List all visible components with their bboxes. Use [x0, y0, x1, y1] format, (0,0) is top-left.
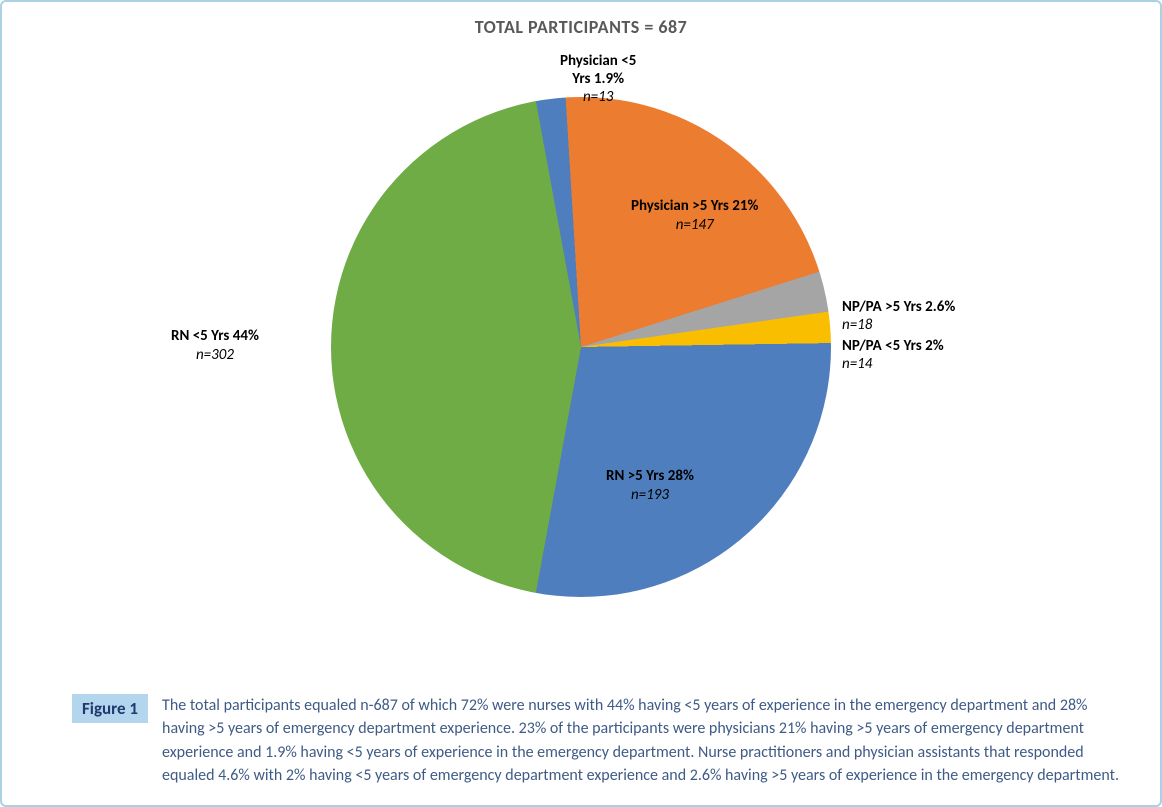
label-rn-lt5: RN <5 Yrs 44% n=302 — [171, 327, 259, 365]
chart-title: TOTAL PARTICIPANTS = 687 — [2, 16, 1160, 38]
label-nppa-lt5: NP/PA <5 Yrs 2% n=14 — [842, 337, 944, 373]
label-nppa-gt5: NP/PA >5 Yrs 2.6% n=18 — [842, 298, 955, 334]
label-rn-gt5: RN >5 Yrs 28% n=193 — [606, 467, 694, 505]
pie-chart: RN <5 Yrs 44% n=302 Physician >5 Yrs 21%… — [331, 97, 831, 597]
caption-row: Figure 1 The total participants equaled … — [72, 694, 1120, 787]
figure-badge: Figure 1 — [72, 694, 148, 723]
figure-container: TOTAL PARTICIPANTS = 687 RN <5 Yrs 44% n… — [0, 0, 1162, 807]
pie-disc — [331, 97, 831, 597]
label-phys-gt5: Physician >5 Yrs 21% n=147 — [631, 197, 758, 235]
label-phys-lt5: Physician <5 Yrs 1.9% n=13 — [560, 52, 636, 106]
caption-text: The total participants equaled n-687 of … — [162, 694, 1120, 787]
